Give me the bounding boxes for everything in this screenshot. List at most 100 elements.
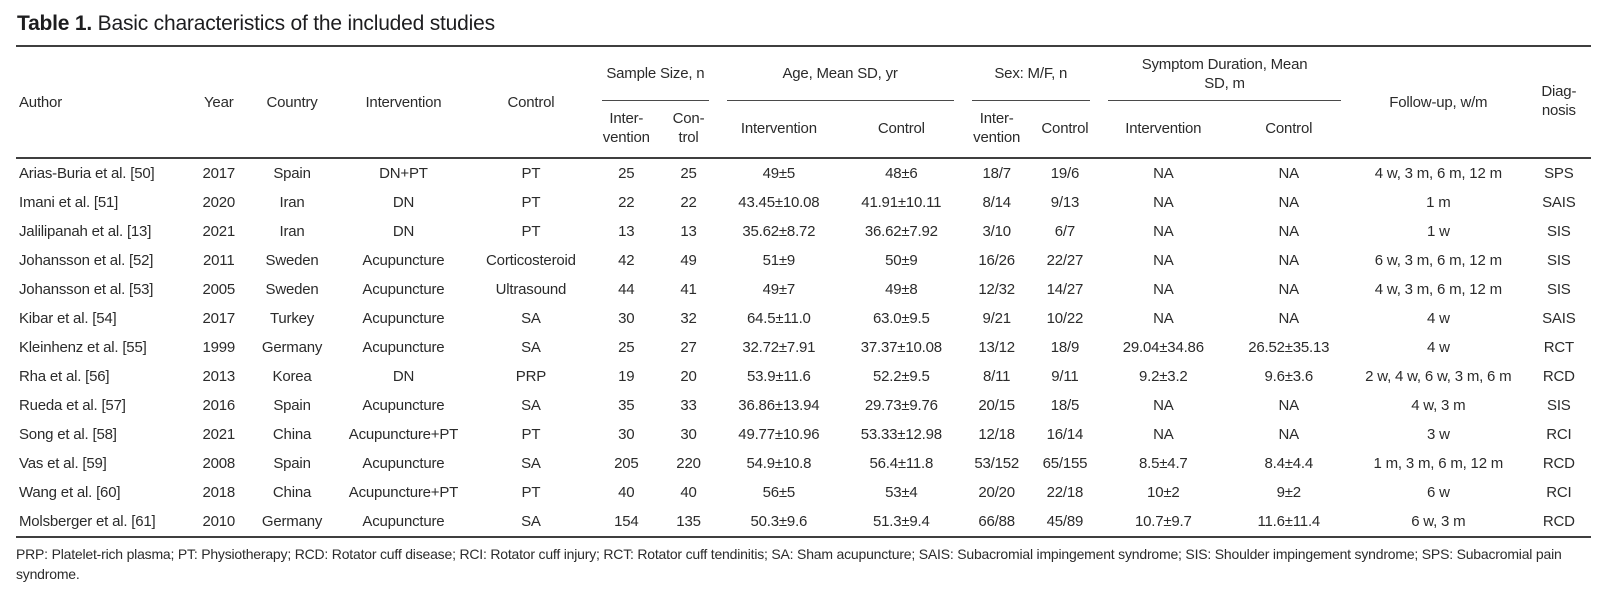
table-cell: DN: [392, 368, 415, 385]
table-cell: 32.72±7.91: [742, 339, 816, 356]
col-group-sample-size-label: Sample Size, n: [602, 52, 709, 101]
table-cell: 9.2±3.2: [1139, 368, 1188, 385]
table-cell: Spain: [273, 455, 311, 472]
table-cell: PT: [521, 165, 541, 182]
table-row: Molsberger et al. [61] 2010 Germany Acupunc…: [16, 507, 1591, 538]
table-cell: 9±2: [1276, 484, 1302, 501]
table-cell: NA: [1278, 426, 1300, 443]
table-cell: 51±9: [762, 252, 796, 269]
table-cell: RCI: [1546, 426, 1572, 443]
table-cell: NA: [1153, 281, 1174, 298]
table-cell: SIS: [1547, 252, 1571, 269]
table-cell: RCD: [1542, 455, 1575, 472]
table-cell: 4 w, 3 m, 6 m, 12 m: [1374, 165, 1502, 182]
table-cell: Jalilipanah et al. [13]: [19, 223, 152, 240]
table-cell: 41: [680, 281, 697, 298]
table-cell: Kibar et al. [54]: [19, 310, 117, 327]
table-cell: SAIS: [1542, 194, 1576, 211]
table-cell: 3 w: [1426, 426, 1450, 443]
table-cell: Ultrasound: [495, 281, 567, 298]
table-cell: 29.73±9.76: [864, 397, 938, 414]
col-subheader-age-control: Control: [840, 101, 963, 159]
table-cell: 4 w, 3 m: [1411, 397, 1466, 414]
table-cell: 16/26: [978, 252, 1015, 269]
table-cell: 48±6: [885, 165, 918, 182]
table-cell: SA: [521, 455, 541, 472]
table-cell: 6 w, 3 m: [1350, 507, 1527, 538]
table-cell: 50±9: [885, 252, 918, 269]
table-cell: Molsberger et al. [61]: [16, 507, 192, 538]
table-cell: 12/32: [978, 281, 1015, 298]
table-title: Table 1. Basic characteristics of the in…: [17, 12, 1591, 36]
col-header-diagnosis: Diag- nosis: [1526, 46, 1591, 159]
col-group-age-label: Age, Mean SD, yr: [726, 52, 954, 101]
table-cell: 56±5: [762, 484, 796, 501]
table-cell: SA: [521, 397, 541, 414]
table-cell: NA: [1153, 223, 1174, 240]
table-cell: Sweden: [265, 252, 319, 269]
table-cell: Vas et al. [59]: [19, 455, 107, 472]
table-cell: 20: [680, 368, 697, 385]
table-cell: SAIS: [1542, 310, 1576, 327]
table-cell: 8.4±4.4: [1264, 455, 1314, 472]
table-cell: 2021: [202, 426, 236, 443]
table-cell: 29.04±34.86: [1122, 339, 1204, 356]
table-cell: Turkey: [269, 310, 315, 327]
table-cell: 65/155: [1042, 455, 1088, 472]
table-cell: 6 w, 3 m, 6 m, 12 m: [1374, 252, 1502, 269]
table-cell: Acupuncture: [362, 310, 445, 327]
col-header-year: Year: [191, 46, 246, 159]
table-cell: 2 w, 4 w, 6 w, 3 m, 6 m: [1365, 368, 1512, 385]
table-cell: NA: [1153, 165, 1174, 182]
table-cell: NA: [1278, 165, 1300, 182]
table-cell: 49: [680, 252, 697, 269]
table-cell: 2016: [202, 397, 236, 414]
table-cell: SA: [521, 310, 541, 327]
table-cell: 27: [680, 339, 697, 356]
table-cell: NA: [1153, 194, 1174, 211]
table-cell: 20/15: [978, 397, 1015, 414]
table-cell: Germany: [245, 507, 339, 538]
table-cell: 37.37±10.08: [860, 339, 942, 356]
table-cell: 13/12: [978, 339, 1015, 356]
table-cell: 54.9±10.8: [746, 455, 812, 472]
col-group-sex-label: Sex: M/F, n: [971, 52, 1091, 101]
col-subheader-symptom-control: Control: [1227, 101, 1350, 159]
table-cell: Arias-Buria et al. [50]: [19, 165, 155, 182]
table-cell: 2010: [191, 507, 246, 538]
table-cell: Acupuncture: [362, 339, 445, 356]
table-cell: Iran: [279, 194, 305, 211]
table-cell: NA: [1278, 310, 1300, 327]
table-number: Table 1.: [17, 12, 93, 35]
table-cell: 2018: [202, 484, 236, 501]
table-cell: 53±4: [885, 484, 918, 501]
table-cell: 36.86±13.94: [738, 397, 820, 414]
table-cell: 22: [618, 194, 635, 211]
table-cell: Germany: [261, 339, 323, 356]
table-body: Arias-Buria et al. [50] 2017 Spain DN+PT PT 2…: [16, 158, 1591, 538]
table-cell: 18/5: [1050, 397, 1080, 414]
table-cell: 2020: [202, 194, 236, 211]
table-cell: 32: [680, 310, 697, 327]
table-caption: Basic characteristics of the included st…: [92, 12, 495, 35]
table-cell: 6 w: [1426, 484, 1450, 501]
table-cell: Acupuncture+PT: [348, 426, 459, 443]
col-header-country: Country: [245, 46, 339, 159]
table-cell: 8/14: [982, 194, 1011, 211]
table-row: Vas et al. [59] 2008 Spain Acupuncture SA 205…: [16, 449, 1591, 478]
table-cell: 4 w: [1426, 339, 1450, 356]
table-cell: 1 w: [1426, 223, 1450, 240]
table-cell: 25: [618, 165, 635, 182]
table-cell: 9/11: [1051, 368, 1079, 385]
table-cell: Spain: [273, 165, 311, 182]
studies-table: Author Year Country Intervention Control…: [16, 45, 1591, 538]
table-cell: 11.6±11.4: [1227, 507, 1350, 538]
table-cell: DN+PT: [379, 165, 428, 182]
table-cell: 2017: [202, 310, 236, 327]
table-cell: 49±7: [762, 281, 796, 298]
table-cell: 30: [618, 310, 635, 327]
table-cell: 22: [680, 194, 697, 211]
col-group-symptom-duration: Symptom Duration, Mean SD, m: [1099, 46, 1350, 101]
col-subheader-age-intervention: Intervention: [717, 101, 841, 159]
table-cell: Iran: [279, 223, 305, 240]
